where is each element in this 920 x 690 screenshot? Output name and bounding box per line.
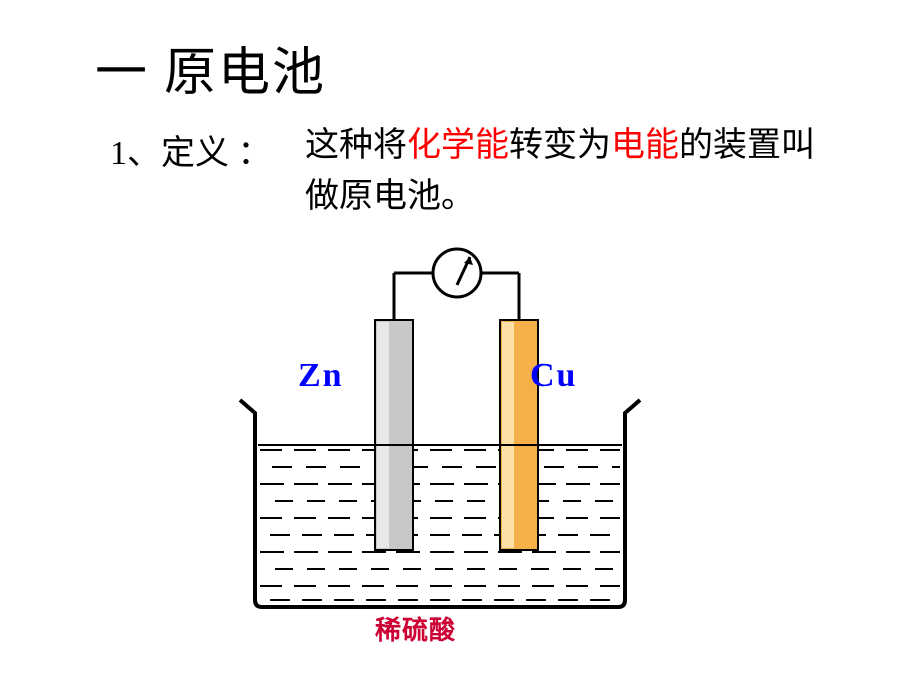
galvanic-cell-diagram: Zn Cu 稀硫酸 (220, 245, 700, 665)
zn-electrode (375, 320, 413, 550)
page-title: 一 原电池 (95, 30, 326, 105)
section-label: 1、定义 ： (110, 125, 272, 174)
zn-label: Zn (298, 357, 344, 395)
beaker-icon (240, 400, 640, 607)
acid-label: 稀硫酸 (375, 610, 456, 647)
ammeter-icon (433, 249, 481, 297)
definition-text: 这种将化学能转变为电能的装置叫做原电池。 (305, 120, 825, 222)
def-part1: 这种将 (305, 127, 407, 164)
def-hl2: 电能 (611, 127, 679, 164)
def-hl1: 化学能 (407, 127, 509, 164)
cu-label: Cu (530, 357, 577, 395)
def-part2: 转变为 (509, 127, 611, 164)
cu-electrode (500, 320, 538, 550)
electrolyte-liquid (260, 450, 620, 600)
diagram-svg (220, 245, 700, 665)
